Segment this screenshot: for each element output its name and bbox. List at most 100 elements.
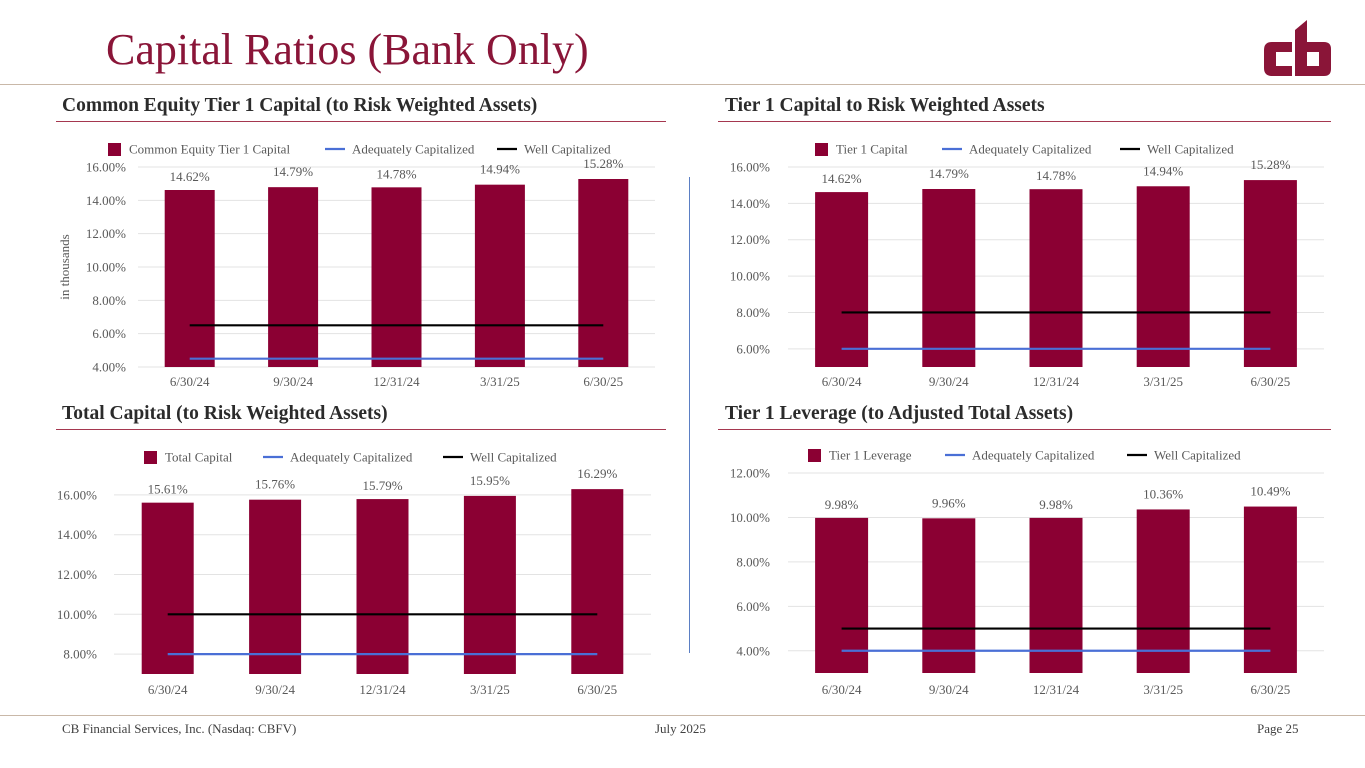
y-tick-label: 12.00% [86,226,126,241]
footer-divider [0,715,1365,716]
y-tick-label: 16.00% [86,160,126,175]
data-label: 14.62% [822,171,862,186]
x-tick-label: 6/30/24 [822,374,862,389]
x-tick-label: 12/31/24 [1033,682,1080,697]
y-tick-label: 14.00% [730,196,770,211]
x-tick-label: 9/30/24 [273,374,313,389]
bar [815,192,869,367]
legend-label: Well Capitalized [1154,448,1241,463]
panel-rule-tier1 [718,121,1331,122]
x-tick-label: 6/30/25 [1251,682,1291,697]
bar [141,502,194,674]
y-tick-label: 10.00% [730,269,770,284]
x-tick-label: 3/31/25 [1143,682,1183,697]
x-tick-label: 6/30/25 [577,682,617,697]
bar [164,190,215,367]
y-tick-label: 6.00% [736,599,770,614]
data-label: 14.79% [929,166,969,181]
panel-rule-tier1-leverage [718,429,1331,430]
x-tick-label: 6/30/25 [583,374,623,389]
bar [463,495,516,674]
legend-label: Adequately Capitalized [972,448,1095,463]
logo-c-shape [1264,42,1292,76]
bar [1029,517,1083,673]
bar [1243,506,1297,673]
legend-label: Tier 1 Leverage [829,448,912,463]
legend-label: Total Capital [165,450,233,465]
x-tick-label: 9/30/24 [929,682,969,697]
y-tick-label: 8.00% [736,305,770,320]
legend-label: Well Capitalized [1147,142,1234,157]
x-tick-label: 12/31/24 [1033,374,1080,389]
legend-swatch-bar [108,143,121,156]
data-label: 15.95% [470,473,510,488]
data-label: 9.98% [825,497,859,512]
y-tick-label: 4.00% [736,643,770,658]
data-label: 16.29% [577,466,617,481]
vertical-divider [689,177,690,653]
bar [1029,189,1083,367]
footer-company: CB Financial Services, Inc. (Nasdaq: CBF… [62,721,297,736]
legend-label: Common Equity Tier 1 Capital [129,142,290,157]
y-axis-title: in thousands [57,234,72,299]
data-label: 15.76% [255,477,295,492]
footer-date: July 2025 [655,721,706,736]
x-tick-label: 3/31/25 [1143,374,1183,389]
bar [571,489,624,674]
y-tick-label: 6.00% [92,326,126,341]
company-logo: cb [1264,20,1331,76]
data-label: 15.79% [362,478,402,493]
legend-swatch-bar [808,449,821,462]
y-tick-label: 8.00% [92,293,126,308]
bar [249,499,302,674]
y-tick-label: 12.00% [57,567,97,582]
bar [1136,509,1190,673]
legend-label: Adequately Capitalized [290,450,413,465]
title-divider [0,84,1365,85]
bar [922,189,976,367]
bar [371,187,422,367]
y-tick-label: 8.00% [736,554,770,569]
data-label: 14.94% [1143,163,1183,178]
page-title: Capital Ratios (Bank Only) [106,25,589,74]
panel-rule-total-capital [56,429,666,430]
data-label: 10.49% [1250,484,1290,499]
data-label: 9.98% [1039,497,1073,512]
y-tick-label: 12.00% [730,232,770,247]
data-label: 15.28% [583,156,623,171]
bar [474,184,525,367]
data-label: 15.28% [1250,157,1290,172]
panel-rule-cet1 [56,121,666,122]
y-tick-label: 10.00% [57,607,97,622]
x-tick-label: 6/30/24 [148,682,188,697]
data-label: 14.94% [480,162,520,177]
bar [1136,186,1190,367]
x-tick-label: 6/30/24 [170,374,210,389]
data-label: 9.96% [932,495,966,510]
x-tick-label: 6/30/24 [822,682,862,697]
x-tick-label: 9/30/24 [255,682,295,697]
panel-title-cet1: Common Equity Tier 1 Capital (to Risk We… [62,95,538,116]
legend-label: Tier 1 Capital [836,142,908,157]
bar [268,187,319,367]
x-tick-label: 6/30/25 [1251,374,1291,389]
y-tick-label: 10.00% [86,260,126,275]
legend-swatch-bar [815,143,828,156]
x-tick-label: 12/31/24 [373,374,420,389]
x-tick-label: 12/31/24 [359,682,406,697]
data-label: 10.36% [1143,486,1183,501]
logo-b-shape [1295,20,1331,76]
bar [815,517,869,673]
panel-title-total-capital: Total Capital (to Risk Weighted Assets) [62,403,388,424]
y-tick-label: 4.00% [92,360,126,375]
data-label: 15.61% [148,482,188,497]
y-tick-label: 6.00% [736,341,770,356]
y-tick-label: 14.00% [57,527,97,542]
legend-label: Well Capitalized [470,450,557,465]
panel-title-tier1: Tier 1 Capital to Risk Weighted Assets [725,95,1045,116]
y-tick-label: 10.00% [730,510,770,525]
